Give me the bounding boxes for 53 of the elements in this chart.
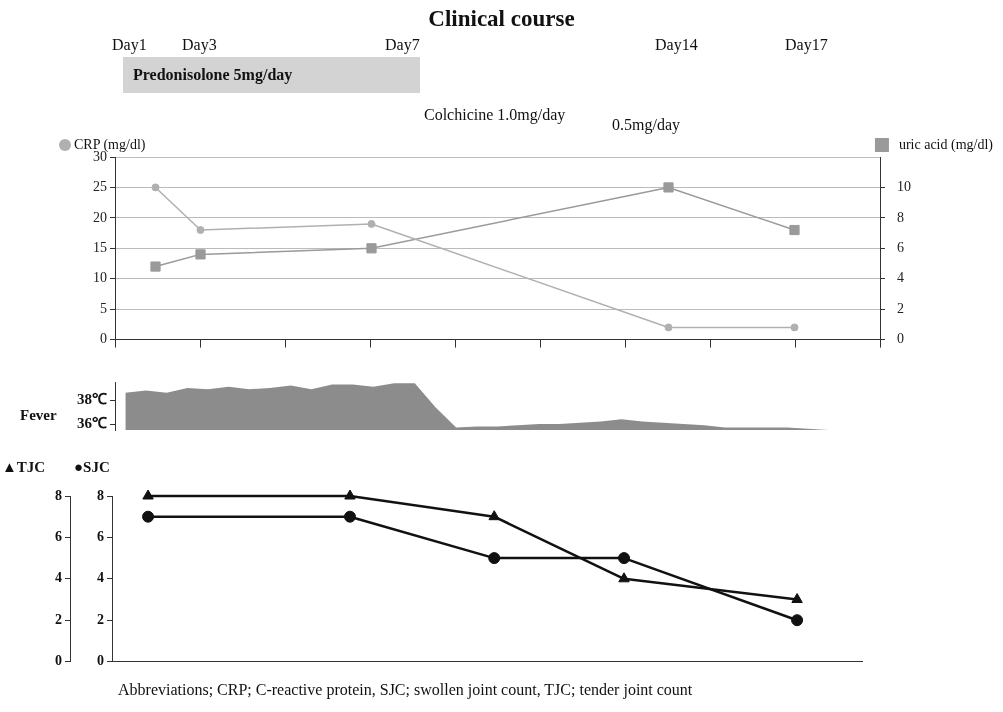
text: Colchicine 1.0mg/day xyxy=(424,106,566,124)
y2-tick-label: 8 xyxy=(897,209,904,225)
y-tick-label: 0 xyxy=(100,331,107,347)
y2-tick-label: 0 xyxy=(897,331,904,347)
y-tick-label: 10 xyxy=(93,270,107,286)
point xyxy=(664,323,673,332)
y-tick-label: 0 xyxy=(55,653,62,669)
chart-title: Clinical course xyxy=(427,6,576,32)
y-tick-label: 6 xyxy=(55,529,62,545)
text: Day14 xyxy=(655,36,698,54)
text: Abbreviations; CRP; C-reactive protein, SJC; swollen joint count, TJC; tender joint count xyxy=(118,681,693,699)
point xyxy=(142,510,155,523)
point xyxy=(366,243,377,254)
point xyxy=(151,183,160,192)
text: Day17 xyxy=(785,36,828,54)
y2-axis-title: ●SJC xyxy=(74,458,110,475)
point xyxy=(663,182,674,193)
text: Day3 xyxy=(182,36,217,54)
text: Day7 xyxy=(385,36,420,54)
point xyxy=(790,323,799,332)
point xyxy=(142,489,154,500)
y-tick-label: 36℃ xyxy=(77,414,107,431)
y2-tick-label: 2 xyxy=(897,300,904,316)
point xyxy=(618,552,631,565)
point xyxy=(367,219,376,228)
point xyxy=(195,249,206,260)
y-tick-label: 25 xyxy=(93,179,107,195)
y-tick-label: 2 xyxy=(55,611,62,627)
y-tick-label: 15 xyxy=(93,239,107,255)
point xyxy=(196,226,205,235)
point xyxy=(791,614,804,627)
y-tick-label: 8 xyxy=(55,487,62,503)
y-tick-label: 20 xyxy=(93,209,107,225)
point xyxy=(618,572,630,583)
y2-tick-label: 6 xyxy=(897,239,904,255)
point xyxy=(488,510,500,521)
legend-label: uric acid (mg/dl) xyxy=(898,136,994,153)
y-tick-label: 38℃ xyxy=(77,390,107,407)
y-tick-label: 4 xyxy=(55,570,62,586)
y2-tick-label: 10 xyxy=(897,179,911,195)
y-axis-title: ▲TJC xyxy=(2,458,46,475)
text: Day1 xyxy=(112,36,147,54)
point xyxy=(343,510,356,523)
point xyxy=(344,489,356,500)
text: Predonisolone 5mg/day xyxy=(133,66,293,84)
text: 0.5mg/day xyxy=(612,116,680,134)
point xyxy=(488,552,501,565)
y-tick-label: 5 xyxy=(100,300,107,316)
point xyxy=(791,593,803,603)
point xyxy=(150,261,161,272)
y2-tick-label: 4 xyxy=(897,270,904,286)
y-axis-title: Fever xyxy=(20,406,57,423)
point xyxy=(789,224,800,236)
